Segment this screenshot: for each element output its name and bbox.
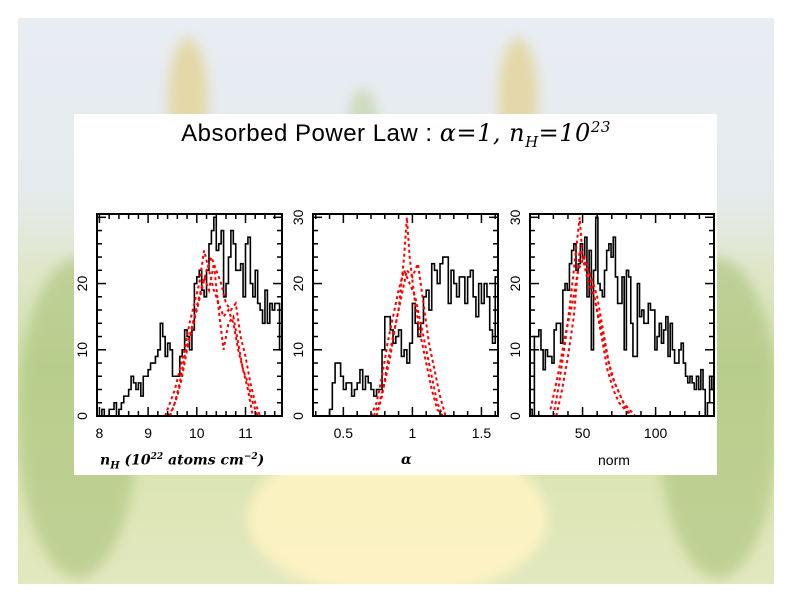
x-tick-label-1: 8 — [96, 425, 104, 441]
x-tick-label-3: 50 — [575, 425, 591, 441]
title-nh-exp: 23 — [590, 118, 611, 136]
y-tick-label-3: 0 — [507, 412, 523, 420]
x-tick-label-2: 0.5 — [334, 425, 354, 441]
y-tick-label-2: 30 — [290, 209, 306, 225]
plot-panel — [74, 114, 717, 475]
y-tick-label-2: 0 — [290, 412, 306, 420]
y-tick-label-2: 20 — [290, 276, 306, 292]
xlabel-nh: nH (1022 atoms cm−2) — [100, 452, 265, 472]
x-tick-label-1: 10 — [189, 425, 205, 441]
x-tick-label-3: 100 — [644, 425, 668, 441]
title-text: Absorbed Power Law : — [181, 120, 440, 147]
y-tick-label-3: 20 — [507, 276, 523, 292]
y-tick-label-1: 0 — [74, 412, 90, 420]
y-tick-label-1: 20 — [74, 276, 90, 292]
plot-frame-2 — [312, 213, 499, 417]
title-alpha-value: =1, — [456, 119, 510, 147]
overlay-curve-3-1 — [552, 217, 636, 417]
histogram-3 — [529, 216, 715, 417]
title-nh-sub: H — [525, 132, 539, 151]
title-alpha: α — [439, 119, 457, 147]
overlay-curve-1-3 — [169, 263, 254, 417]
plot-frame-3 — [529, 213, 715, 417]
x-tick-label-1: 11 — [238, 425, 253, 441]
x-tick-label-2: 1 — [409, 425, 417, 441]
y-tick-label-3: 10 — [507, 342, 523, 358]
histogram-2 — [328, 256, 499, 416]
xlabel-norm: norm — [598, 452, 630, 468]
overlay-curve-3-3 — [549, 254, 632, 417]
y-tick-label-3: 30 — [507, 209, 523, 225]
x-tick-label-2: 1.5 — [472, 425, 492, 441]
overlay-curve-2-1 — [370, 267, 444, 417]
title-nh-value: =10 — [538, 119, 591, 147]
xlabel-alpha: α — [401, 452, 412, 468]
figure-title: Absorbed Power Law : α=1, nH=1023 — [0, 118, 792, 151]
y-tick-label-1: 10 — [74, 342, 90, 358]
title-nh: n — [509, 119, 526, 147]
plot-frame-1 — [96, 213, 283, 417]
x-tick-label-1: 9 — [144, 425, 152, 441]
overlay-curve-3-2 — [555, 250, 633, 417]
y-tick-label-2: 10 — [290, 342, 306, 358]
